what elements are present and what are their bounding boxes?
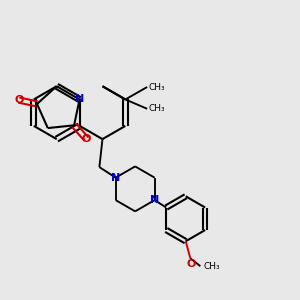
Text: CH₃: CH₃ bbox=[203, 262, 220, 271]
Text: O: O bbox=[14, 95, 23, 105]
Text: O: O bbox=[187, 259, 196, 269]
Text: N: N bbox=[75, 94, 84, 104]
Text: N: N bbox=[150, 195, 159, 205]
Text: N: N bbox=[111, 172, 120, 183]
Text: CH₃: CH₃ bbox=[149, 104, 165, 113]
Text: CH₃: CH₃ bbox=[149, 82, 165, 91]
Text: O: O bbox=[82, 134, 91, 144]
